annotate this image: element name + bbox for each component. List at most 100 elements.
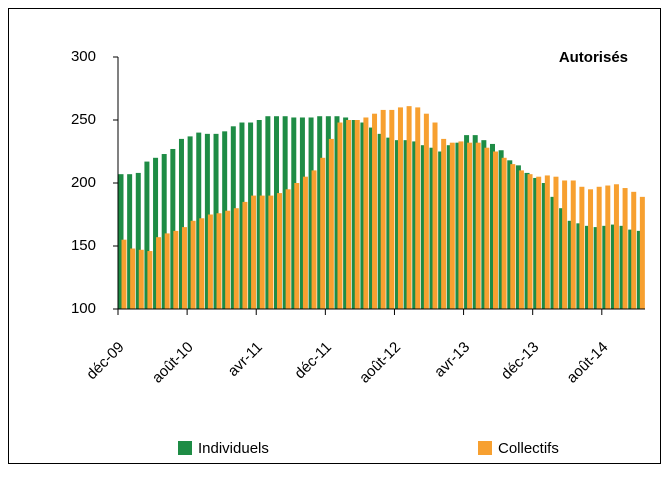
y-tick-label: 250 xyxy=(71,111,96,128)
bar xyxy=(622,188,628,309)
bar xyxy=(299,117,305,309)
bar xyxy=(562,180,568,309)
bar xyxy=(438,151,444,309)
bar xyxy=(265,116,271,309)
bar xyxy=(498,150,504,309)
bar xyxy=(605,185,611,309)
bar xyxy=(130,248,136,309)
bar xyxy=(570,180,576,309)
bar xyxy=(446,145,452,309)
bar xyxy=(613,184,619,309)
bar xyxy=(317,116,323,309)
bar xyxy=(199,218,205,309)
bar xyxy=(354,120,360,309)
bar xyxy=(187,136,193,309)
bar xyxy=(153,157,159,309)
bar xyxy=(441,138,447,309)
bar xyxy=(567,220,573,309)
bar xyxy=(602,225,608,309)
bar xyxy=(467,142,473,309)
bar xyxy=(127,174,133,309)
bar xyxy=(518,170,524,309)
bar xyxy=(328,138,334,309)
bar xyxy=(544,175,550,309)
bar xyxy=(481,140,487,309)
bar xyxy=(372,113,378,309)
bar xyxy=(196,132,202,309)
bar xyxy=(559,208,565,309)
bar xyxy=(222,131,228,309)
bar xyxy=(377,133,383,309)
bar xyxy=(204,133,210,309)
bar xyxy=(230,126,236,309)
bar xyxy=(360,122,366,310)
bar xyxy=(527,174,533,309)
bar xyxy=(294,183,300,309)
bar xyxy=(639,196,645,309)
bar xyxy=(484,147,490,309)
bar xyxy=(268,195,274,309)
bar xyxy=(161,154,167,309)
bar xyxy=(515,165,521,309)
bar xyxy=(524,172,530,309)
legend-swatch xyxy=(178,441,192,455)
chart-title: Autorisés xyxy=(559,49,628,66)
bar xyxy=(325,116,331,309)
bar xyxy=(593,227,599,309)
bar xyxy=(282,116,288,309)
bar xyxy=(455,142,461,309)
y-tick-label: 300 xyxy=(71,48,96,65)
bar xyxy=(579,186,585,309)
bar xyxy=(144,161,150,309)
bar xyxy=(464,135,470,309)
bar xyxy=(596,186,602,309)
bar xyxy=(386,137,392,309)
bar xyxy=(492,151,498,309)
bar xyxy=(394,140,400,309)
bar xyxy=(619,225,625,309)
bar xyxy=(553,176,559,309)
bar xyxy=(380,109,386,309)
bar xyxy=(190,220,196,309)
bar xyxy=(406,106,412,309)
bar xyxy=(207,214,213,309)
bar xyxy=(213,133,219,309)
bar xyxy=(337,122,343,310)
bar xyxy=(585,225,591,309)
bar xyxy=(636,230,642,309)
bar xyxy=(415,107,421,310)
bar xyxy=(248,122,254,310)
bar xyxy=(164,233,170,309)
bar xyxy=(334,116,340,309)
bar xyxy=(533,177,539,309)
bar xyxy=(256,120,262,309)
bar xyxy=(576,223,582,309)
bar xyxy=(274,116,280,309)
bar xyxy=(369,127,375,309)
bar xyxy=(135,172,141,309)
bar xyxy=(472,135,478,309)
legend-swatch xyxy=(478,441,492,455)
legend-label: Collectifs xyxy=(498,440,559,457)
bar xyxy=(225,210,231,309)
bar xyxy=(403,140,409,309)
bar xyxy=(541,183,547,309)
bar xyxy=(346,120,352,309)
bar xyxy=(449,142,455,309)
bar xyxy=(610,224,616,309)
bar xyxy=(259,195,265,309)
bar xyxy=(138,249,144,309)
bar xyxy=(173,230,179,309)
bar xyxy=(429,147,435,309)
bar xyxy=(489,143,495,309)
bar xyxy=(277,193,283,309)
bar xyxy=(423,113,429,309)
bar xyxy=(458,141,464,309)
bar xyxy=(363,117,369,309)
bar xyxy=(156,237,162,309)
bar xyxy=(510,164,516,309)
bar xyxy=(285,189,291,309)
bar xyxy=(550,196,556,309)
bar xyxy=(233,208,239,309)
